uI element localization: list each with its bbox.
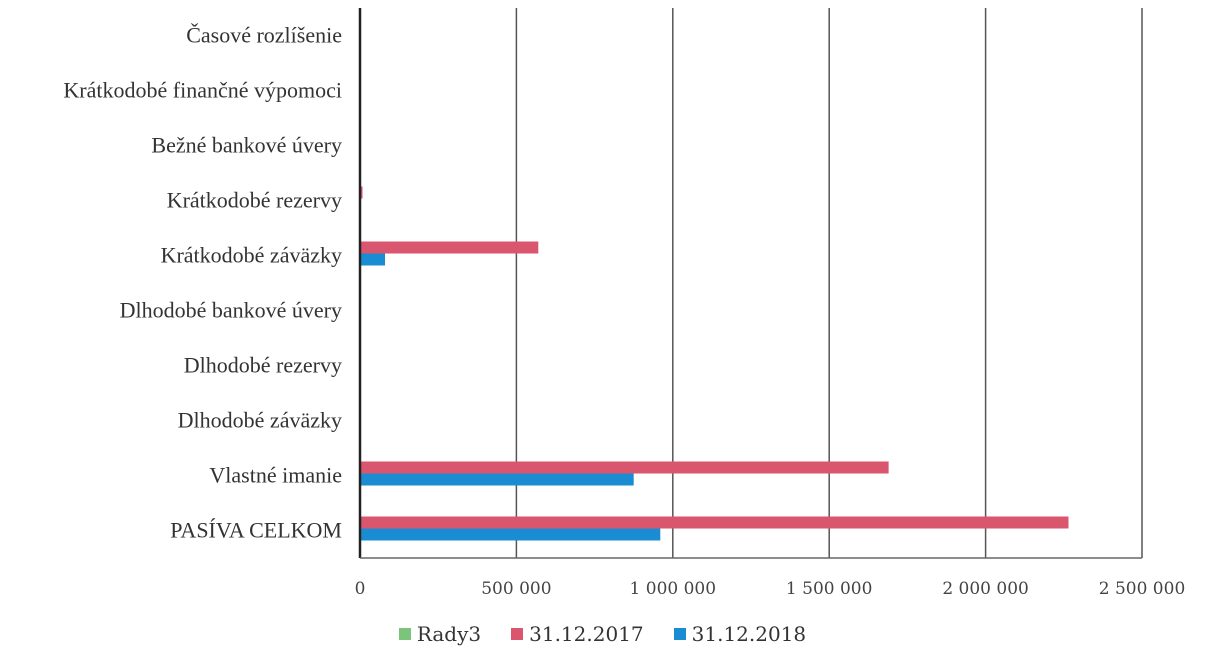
category-label: Krátkodobé finančné výpomoci bbox=[63, 78, 342, 103]
bar bbox=[360, 461, 889, 474]
category-label: Bežné bankové úvery bbox=[151, 133, 342, 158]
bar bbox=[360, 253, 386, 266]
x-tick-label: 0 bbox=[355, 579, 366, 599]
x-tick-label: 2 000 000 bbox=[942, 579, 1029, 599]
bar-chart: Časové rozlíšenie Krátkodobé finančné výp… bbox=[63, 8, 1186, 599]
x-tick-label: 1 000 000 bbox=[630, 579, 717, 599]
legend-swatch bbox=[398, 628, 411, 640]
category-label: PASÍVA CELKOM bbox=[170, 518, 342, 543]
legend-item: 31.12.2018 bbox=[673, 622, 807, 646]
x-tick-label: 1 500 000 bbox=[786, 579, 873, 599]
bar bbox=[360, 473, 634, 486]
category-label: Dlhodobé bankové úvery bbox=[120, 298, 342, 323]
bars bbox=[360, 186, 1069, 541]
bar bbox=[360, 516, 1069, 529]
category-label: Dlhodobé záväzky bbox=[178, 408, 342, 433]
legend-label: 31.12.2017 bbox=[529, 622, 644, 646]
category-label: Vlastné imanie bbox=[209, 463, 342, 488]
category-labels: Časové rozlíšenie Krátkodobé finančné výp… bbox=[63, 23, 342, 543]
legend-item: 31.12.2017 bbox=[511, 622, 644, 646]
legend-label: Rady3 bbox=[416, 622, 482, 646]
bar bbox=[360, 241, 539, 254]
category-label: Krátkodobé rezervy bbox=[167, 188, 342, 213]
x-tick-label: 2 500 000 bbox=[1099, 579, 1186, 599]
x-tick-label: 500 000 bbox=[481, 579, 551, 599]
category-label: Krátkodobé záväzky bbox=[161, 243, 342, 268]
legend: Rady3 31.12.2017 31.12.2018 bbox=[0, 622, 1205, 646]
legend-label: 31.12.2018 bbox=[691, 622, 807, 646]
bar bbox=[360, 186, 363, 199]
bar bbox=[360, 528, 661, 541]
legend-item: Rady3 bbox=[398, 622, 482, 646]
x-tick-labels: 0 500 000 1 000 000 1 500 000 2 000 000 2 500… bbox=[355, 579, 1186, 599]
category-label: Časové rozlíšenie bbox=[186, 23, 342, 48]
legend-swatch bbox=[511, 628, 524, 640]
legend-swatch bbox=[673, 628, 686, 640]
category-label: Dlhodobé rezervy bbox=[184, 353, 342, 378]
